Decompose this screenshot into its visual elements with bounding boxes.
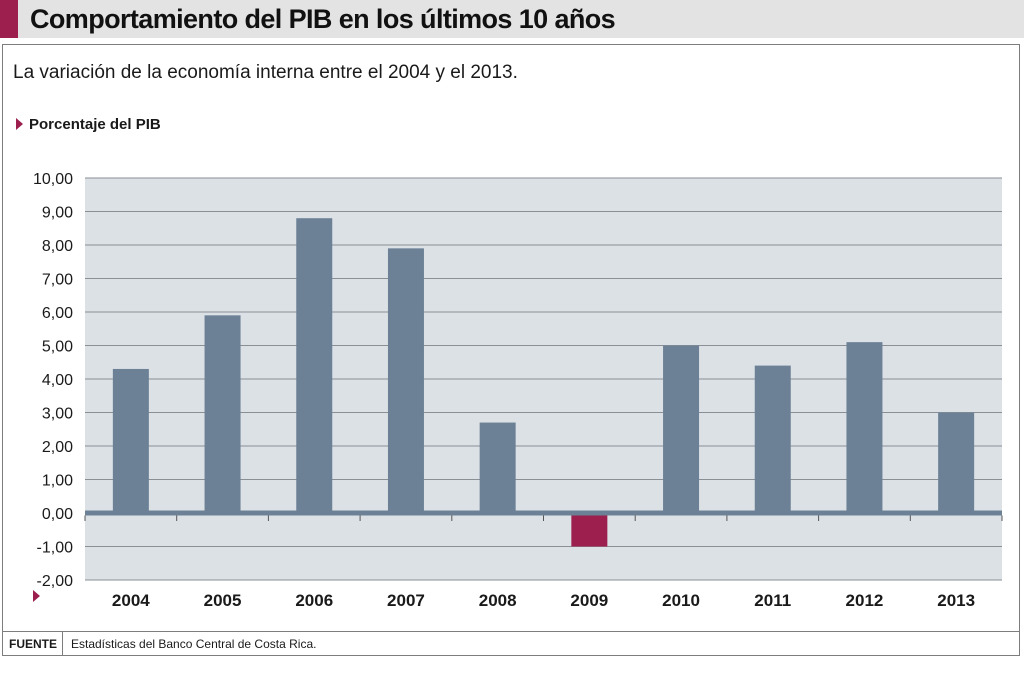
x-tick-label: 2011	[754, 591, 791, 610]
y-tick-label: 5,00	[42, 339, 73, 356]
x-tick-label: 2008	[479, 591, 517, 610]
chart-subtitle: La variación de la economía interna entr…	[13, 62, 518, 83]
y-tick-label: 7,00	[42, 272, 73, 289]
x-tick-label: 2010	[662, 591, 700, 610]
x-tick-label: 2007	[387, 591, 425, 610]
y-tick-label: -2,00	[37, 573, 74, 590]
y-tick-label: 9,00	[42, 205, 73, 222]
title-accent-bar	[0, 0, 18, 38]
y-tick-label: 6,00	[42, 305, 73, 322]
bar	[663, 345, 700, 513]
bar	[938, 412, 975, 513]
x-tick-label: 2005	[204, 591, 242, 610]
bar-negative	[571, 513, 608, 547]
source-divider	[2, 631, 1020, 632]
y-tick-label: -1,00	[37, 540, 74, 557]
bar	[204, 315, 241, 513]
bar	[296, 218, 333, 513]
x-tick-label: 2009	[570, 591, 608, 610]
source-text: Estadísticas del Banco Central de Costa …	[71, 637, 317, 651]
y-axis-marker-icon	[16, 118, 23, 130]
y-tick-label: 1,00	[42, 473, 73, 490]
x-tick-label: 2004	[112, 591, 150, 610]
y-tick-label: 10,00	[33, 171, 73, 188]
x-tick-label: 2012	[846, 591, 884, 610]
zero-line	[85, 510, 1002, 516]
x-axis-marker-icon	[33, 590, 40, 602]
source-label: FUENTE	[9, 637, 57, 651]
y-tick-label: 8,00	[42, 238, 73, 255]
chart-frame	[2, 44, 1020, 656]
bar-chart: 10,00 9,00 8,00 7,00 6,00 5,00 4,00 3,00 2,00 1,0…	[33, 171, 1003, 610]
bar	[754, 365, 791, 513]
y-tick-label: 2,00	[42, 439, 73, 456]
bar	[387, 248, 424, 513]
source-column-divider	[62, 631, 63, 656]
y-axis-label: Porcentaje del PIB	[29, 116, 161, 133]
y-tick-label: 3,00	[42, 406, 73, 423]
title-band	[0, 0, 1024, 38]
y-tick-label: 4,00	[42, 372, 73, 389]
x-tick-label: 2006	[295, 591, 333, 610]
bar	[846, 342, 883, 513]
chart-title: Comportamiento del PIB en los últimos 10…	[30, 4, 616, 34]
bar	[479, 422, 516, 513]
x-tick-label: 2013	[937, 591, 975, 610]
y-tick-label: 0,00	[42, 506, 73, 523]
bar	[112, 368, 149, 513]
